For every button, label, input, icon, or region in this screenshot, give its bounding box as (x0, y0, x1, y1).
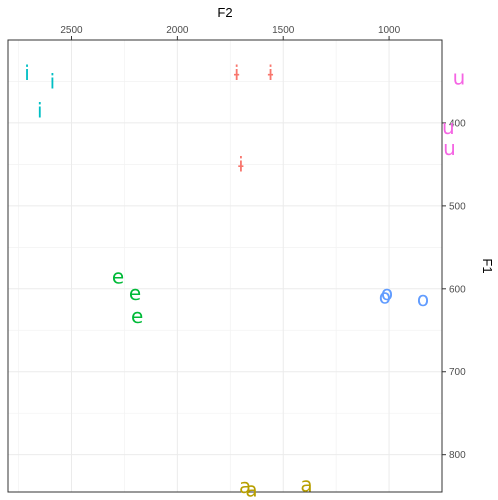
vowel-point: u (442, 115, 455, 139)
panel-border (7, 39, 443, 493)
x-tick-label: 2500 (60, 25, 83, 36)
vowel-point: e (131, 304, 143, 328)
vowel-point: o (379, 284, 391, 308)
vowel-point: u (453, 65, 466, 89)
vowel-point: u (443, 136, 456, 160)
x-tick-label: 1500 (272, 25, 295, 36)
vowel-point: a (300, 473, 312, 497)
vowel-point: o (381, 281, 393, 305)
y-tick-label: 400 (449, 118, 466, 129)
vowel-point: i (24, 61, 30, 85)
y-tick-label: 700 (449, 367, 466, 378)
vowel-point: e (112, 264, 124, 288)
x-axis-title: F2 (217, 5, 232, 20)
x-tick-label: 1000 (378, 25, 401, 36)
vowel-point: a (239, 474, 251, 498)
vowel-point: ɨ (238, 152, 244, 176)
x-tick-label: 2000 (166, 25, 189, 36)
vowel-point: ɨ (234, 61, 240, 85)
x-axis: 2500 2000 1500 1000 (60, 25, 401, 40)
vowel-point: e (129, 281, 141, 305)
vowel-point: i (50, 69, 56, 93)
y-tick-label: 800 (449, 450, 466, 461)
vowel-point: o (417, 287, 429, 311)
y-axis: 400 500 600 700 800 (442, 118, 466, 461)
y-tick-label: 600 (449, 284, 466, 295)
major-grid (8, 40, 442, 492)
vowel-point: ɨ (268, 61, 274, 85)
y-tick-label: 500 (449, 201, 466, 212)
vowel-point: i (37, 98, 43, 122)
vowel-point: a (245, 478, 257, 500)
y-axis-title: F1 (480, 258, 495, 273)
